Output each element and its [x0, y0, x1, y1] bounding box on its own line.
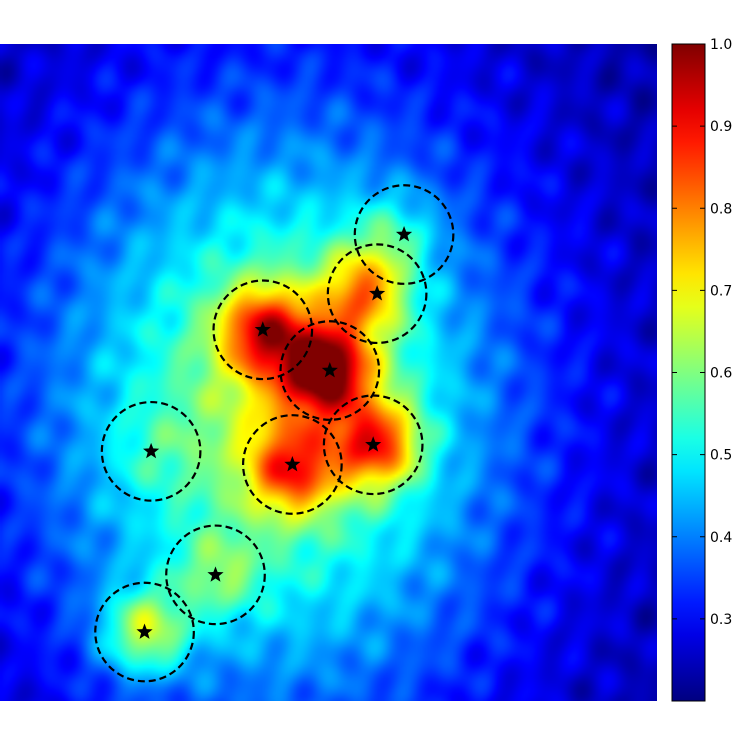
colorbar-tick-label: 0.9 [710, 119, 732, 135]
colorbar-tick-label: 0.5 [710, 448, 732, 464]
colorbar-tick-label: 0.8 [710, 201, 732, 217]
dashed-circle-6 [322, 394, 424, 496]
dashed-circle-5 [100, 400, 202, 502]
colorbar-tick-label: 1.0 [710, 37, 732, 53]
star-marker-1 [395, 226, 413, 242]
star-marker-6 [365, 436, 382, 452]
star-marker-3 [254, 321, 271, 337]
star-marker-9 [136, 623, 153, 639]
star-marker-2 [369, 285, 386, 301]
star-marker-4 [321, 362, 338, 378]
colorbar-ticks: 0.3 0.4 0.5 0.6 0.7 0.8 0.9 1.0 [672, 37, 732, 628]
colorbar-tick-label: 0.7 [710, 283, 732, 299]
plot-area [0, 44, 657, 701]
dashed-circle-2 [326, 243, 428, 345]
colorbar-tick-label: 0.6 [710, 366, 732, 382]
colorbar: 0.3 0.4 0.5 0.6 0.7 0.8 0.9 1.0 [671, 37, 732, 702]
dashed-circle-9 [94, 581, 195, 683]
colorbar-tick-label: 0.3 [710, 612, 732, 628]
colorbar-tick-label: 0.4 [710, 530, 732, 546]
colorbar-fill [672, 44, 705, 701]
dashed-circle-1 [353, 184, 455, 285]
dashed-circle-8 [165, 524, 266, 626]
marker-layer [136, 226, 413, 639]
star-marker-8 [207, 566, 224, 582]
dashed-circle-3 [212, 279, 314, 381]
star-marker-5 [143, 442, 160, 459]
dashed-circle-7 [241, 414, 343, 515]
star-marker-7 [284, 455, 301, 472]
circle-layer [94, 184, 455, 683]
